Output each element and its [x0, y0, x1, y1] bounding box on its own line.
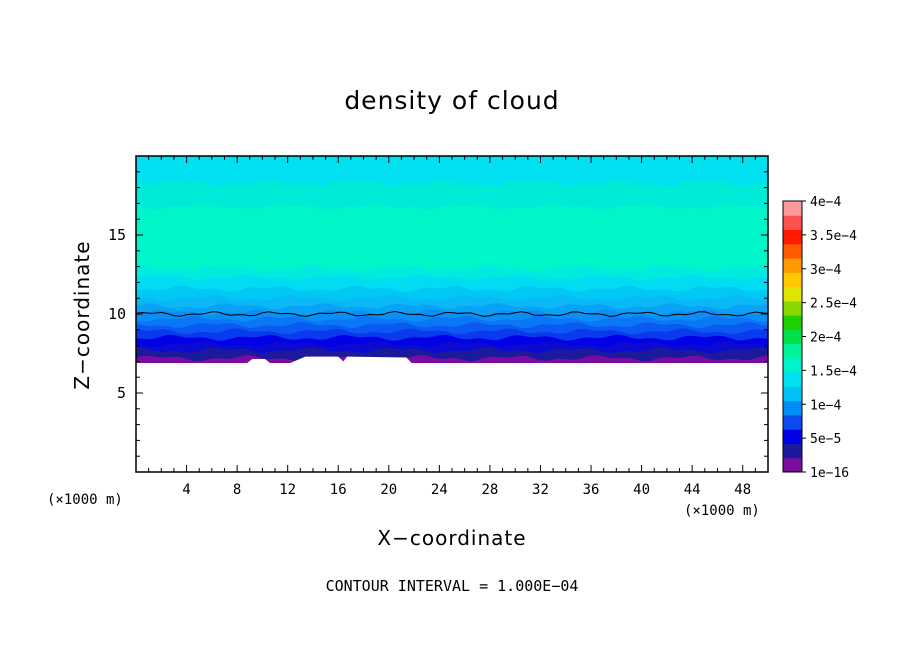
x-tick-label: 12: [279, 482, 296, 498]
x-tick-label: 32: [532, 482, 549, 498]
colorbar-label: 3.5e−4: [810, 229, 857, 244]
colorbar-swatch: [783, 329, 802, 345]
x-tick-label: 36: [583, 482, 600, 498]
colorbar-swatch: [783, 201, 802, 216]
x-tick-label: 4: [182, 482, 190, 498]
colorbar-swatch: [783, 414, 802, 430]
x-tick-label: 28: [481, 482, 498, 498]
colorbar-label: 1e−16: [810, 466, 849, 481]
colorbar-swatch: [783, 400, 802, 416]
x-tick-label: 16: [330, 482, 347, 498]
colorbar-label: 3e−4: [810, 263, 841, 278]
x-tick-label: 40: [633, 482, 650, 498]
colorbar-swatch: [783, 429, 802, 444]
colorbar-swatch: [783, 386, 802, 402]
x-tick-label: 48: [734, 482, 751, 498]
cloud-density-field: [136, 156, 768, 363]
x-tick-label: 24: [431, 482, 448, 498]
colorbar-swatch: [783, 215, 802, 231]
colorbar-swatch: [783, 243, 802, 259]
x-axis: 4 8 12 16 20 24 28 32 36 40 44 48: [148, 156, 756, 498]
x-tick-label: 44: [684, 482, 701, 498]
x-unit-label: (×1000 m): [684, 503, 760, 519]
colorbar-swatch: [783, 457, 802, 473]
colorbar-swatch: [783, 315, 802, 330]
y-axis: 5 10 15: [108, 171, 768, 457]
colorbar-swatch: [783, 372, 802, 387]
y-axis-label: Z−coordinate: [70, 240, 94, 390]
colorbar: 1e−16 5e−5 1e−4 1.5e−4 2e−4 2.5e−4 3e−4 3.5e−4 4…: [782, 195, 857, 481]
y-tick-label: 15: [108, 226, 126, 244]
x-tick-label: 20: [380, 482, 397, 498]
colorbar-swatch: [783, 300, 802, 316]
colorbar-label: 2e−4: [810, 331, 841, 346]
density-layer: [136, 355, 768, 363]
z-unit-label: (×1000 m): [47, 492, 123, 508]
terrain-notch: [247, 356, 412, 363]
contour-line: [135, 310, 769, 317]
colorbar-swatch: [783, 272, 802, 288]
x-axis-label: X−coordinate: [377, 526, 527, 550]
colorbar-swatch: [783, 443, 802, 459]
y-tick-label: 10: [108, 305, 126, 323]
contour-interval-note: CONTOUR INTERVAL = 1.000E−04: [325, 577, 579, 595]
colorbar-swatch: [783, 343, 802, 359]
colorbar-swatch: [783, 229, 802, 245]
colorbar-label: 5e−5: [810, 432, 841, 447]
y-tick-label: 5: [117, 384, 126, 402]
colorbar-swatch: [783, 286, 802, 302]
colorbar-label: 2.5e−4: [810, 297, 857, 312]
colorbar-swatch: [783, 258, 802, 273]
colorbar-swatch: [783, 357, 802, 373]
colorbar-label: 4e−4: [810, 195, 841, 210]
colorbar-label: 1.5e−4: [810, 364, 857, 379]
chart-title: density of cloud: [344, 86, 560, 115]
x-tick-label: 8: [233, 482, 241, 498]
colorbar-label: 1e−4: [810, 398, 841, 413]
